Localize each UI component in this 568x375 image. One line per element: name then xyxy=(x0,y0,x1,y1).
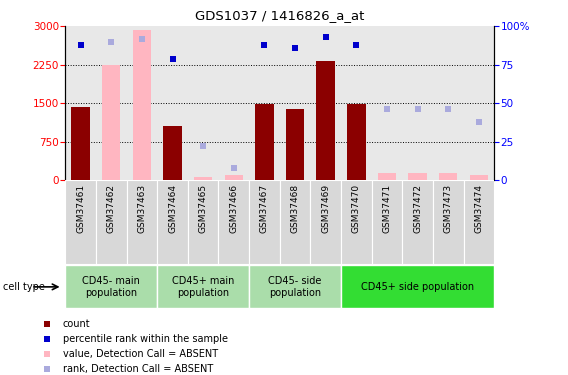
Text: cell type: cell type xyxy=(3,282,45,292)
Text: GSM37473: GSM37473 xyxy=(444,184,453,233)
Text: GSM37469: GSM37469 xyxy=(321,184,330,233)
Text: CD45- main
population: CD45- main population xyxy=(82,276,140,298)
Text: GSM37472: GSM37472 xyxy=(413,184,422,233)
Bar xyxy=(65,180,96,264)
Text: GSM37466: GSM37466 xyxy=(229,184,239,233)
Text: GSM37464: GSM37464 xyxy=(168,184,177,233)
Bar xyxy=(157,265,249,309)
Bar xyxy=(347,104,366,180)
Bar xyxy=(463,180,494,264)
Text: GSM37462: GSM37462 xyxy=(107,184,116,233)
Text: GSM37463: GSM37463 xyxy=(137,184,147,233)
Bar xyxy=(249,26,280,180)
Bar xyxy=(402,180,433,264)
Bar xyxy=(157,180,188,264)
Text: CD45+ side population: CD45+ side population xyxy=(361,282,474,292)
Text: count: count xyxy=(63,319,90,329)
Bar xyxy=(310,26,341,180)
Bar xyxy=(127,180,157,264)
Bar xyxy=(341,265,494,309)
Bar xyxy=(194,177,212,180)
Bar xyxy=(65,26,96,180)
Bar xyxy=(470,175,488,180)
Bar xyxy=(96,26,127,180)
Bar xyxy=(286,109,304,180)
Bar xyxy=(280,26,310,180)
Bar xyxy=(316,61,335,180)
Bar xyxy=(463,26,494,180)
Bar xyxy=(219,180,249,264)
Bar xyxy=(164,126,182,180)
Text: GSM37468: GSM37468 xyxy=(291,184,299,233)
Bar xyxy=(408,173,427,180)
Bar xyxy=(249,265,341,309)
Bar xyxy=(341,180,371,264)
Bar xyxy=(127,26,157,180)
Text: CD45- side
population: CD45- side population xyxy=(268,276,321,298)
Text: GSM37465: GSM37465 xyxy=(199,184,208,233)
Bar xyxy=(157,26,188,180)
Bar xyxy=(188,26,219,180)
Bar xyxy=(402,26,433,180)
Bar xyxy=(439,173,457,180)
Bar xyxy=(133,30,151,180)
Bar xyxy=(433,180,463,264)
Bar xyxy=(371,180,402,264)
Bar xyxy=(224,175,243,180)
Bar xyxy=(188,180,219,264)
Bar xyxy=(378,173,396,180)
Text: CD45+ main
population: CD45+ main population xyxy=(172,276,235,298)
Text: GSM37471: GSM37471 xyxy=(382,184,391,233)
Bar xyxy=(96,180,127,264)
Text: GSM37467: GSM37467 xyxy=(260,184,269,233)
Bar xyxy=(371,26,402,180)
Bar xyxy=(65,265,157,309)
Text: value, Detection Call = ABSENT: value, Detection Call = ABSENT xyxy=(63,349,218,359)
Bar xyxy=(433,26,463,180)
Bar xyxy=(219,26,249,180)
Bar xyxy=(249,180,280,264)
Text: percentile rank within the sample: percentile rank within the sample xyxy=(63,334,228,344)
Text: GSM37474: GSM37474 xyxy=(474,184,483,233)
Text: rank, Detection Call = ABSENT: rank, Detection Call = ABSENT xyxy=(63,364,213,374)
Bar xyxy=(310,180,341,264)
Bar xyxy=(280,180,310,264)
Text: GSM37461: GSM37461 xyxy=(76,184,85,233)
Bar xyxy=(341,26,371,180)
Bar xyxy=(102,64,120,180)
Bar xyxy=(255,104,274,180)
Bar xyxy=(72,107,90,180)
Title: GDS1037 / 1416826_a_at: GDS1037 / 1416826_a_at xyxy=(195,9,365,22)
Text: GSM37470: GSM37470 xyxy=(352,184,361,233)
